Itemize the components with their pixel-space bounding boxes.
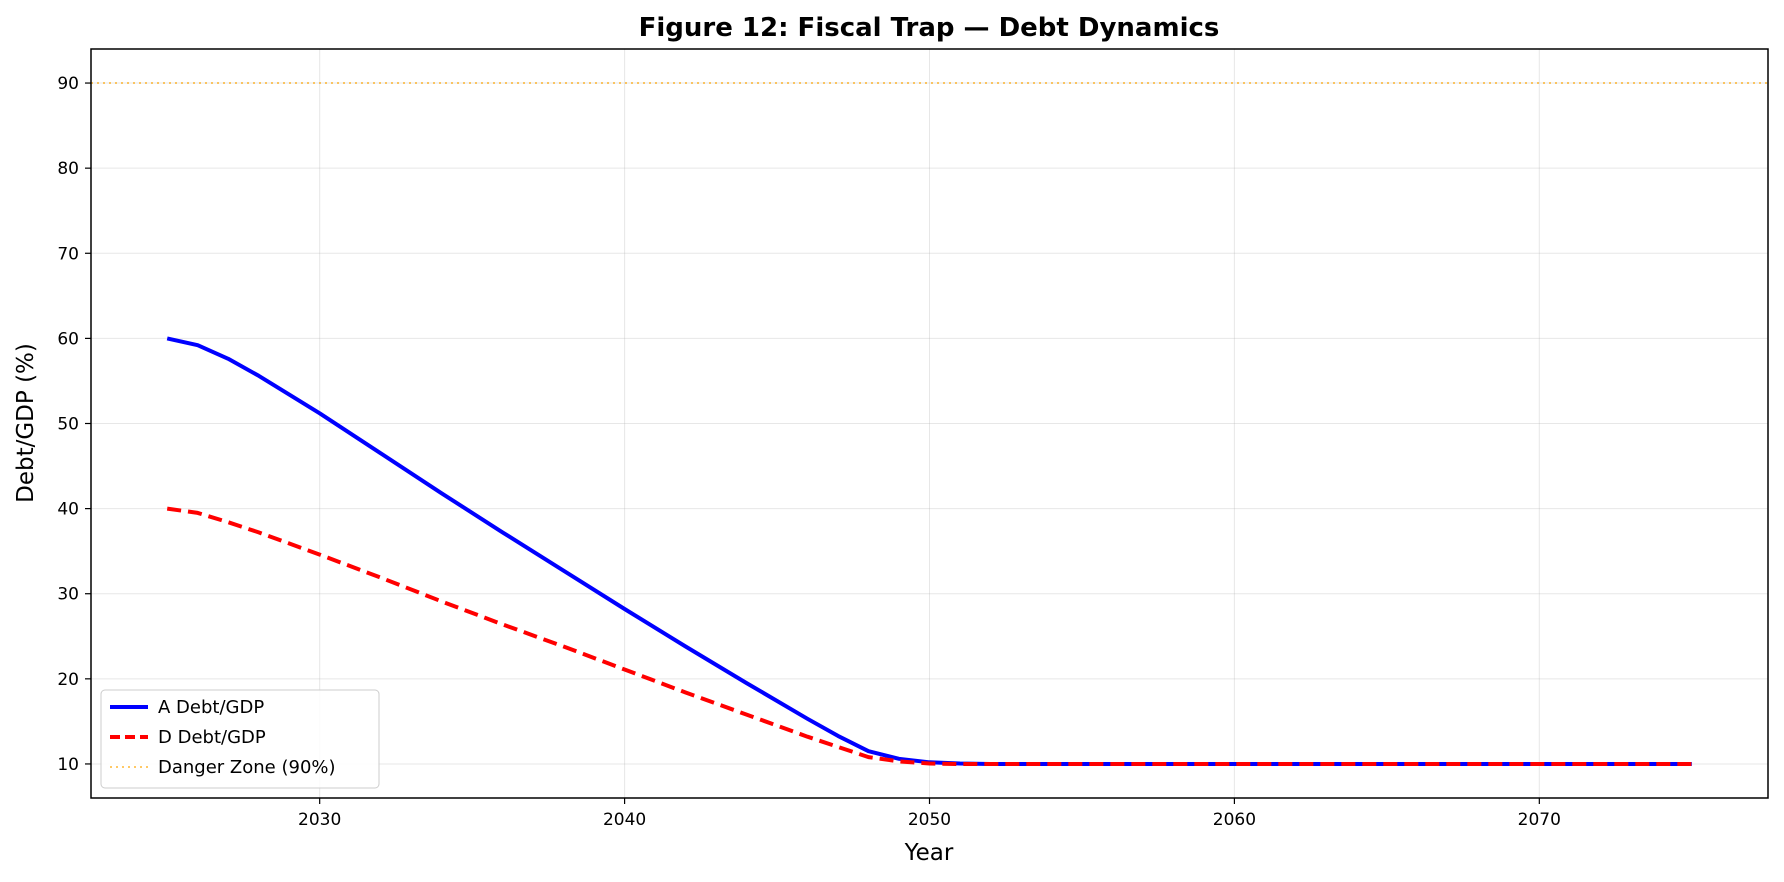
legend-label: Danger Zone (90%) <box>158 757 336 778</box>
series-line-a <box>166 336 1692 766</box>
chart-title: Figure 12: Fiscal Trap — Debt Dynamics <box>639 13 1220 43</box>
x-axis-label: Year <box>904 840 954 866</box>
legend: A Debt/GDP D Debt/GDP Danger Zone (90%) <box>100 689 380 789</box>
legend-label: D Debt/GDP <box>158 727 266 748</box>
y-tick-label: 20 <box>57 670 79 690</box>
legend-label: A Debt/GDP <box>158 697 264 718</box>
y-tick-label: 30 <box>57 585 79 605</box>
y-tick-label: 90 <box>57 74 79 94</box>
series-line-d <box>166 506 1692 766</box>
y-tick-label: 70 <box>57 244 79 264</box>
series-lines <box>166 336 1692 766</box>
y-axis-label: Debt/GDP (%) <box>13 343 39 503</box>
y-tick-label: 50 <box>57 415 79 435</box>
grid <box>91 49 1768 798</box>
y-tick-label: 10 <box>57 755 79 775</box>
y-axis-ticks: 10 20 30 40 50 60 70 80 90 <box>57 74 91 775</box>
y-tick-label: 60 <box>57 329 79 349</box>
y-tick-label: 80 <box>57 159 79 179</box>
x-tick-label: 2060 <box>1213 810 1256 830</box>
x-tick-label: 2070 <box>1518 810 1561 830</box>
x-tick-label: 2040 <box>603 810 646 830</box>
legend-box <box>100 689 380 789</box>
x-tick-label: 2030 <box>298 810 341 830</box>
x-tick-label: 2050 <box>908 810 951 830</box>
y-tick-label: 40 <box>57 500 79 520</box>
x-axis-ticks: 2030 2040 2050 2060 2070 <box>298 798 1561 830</box>
